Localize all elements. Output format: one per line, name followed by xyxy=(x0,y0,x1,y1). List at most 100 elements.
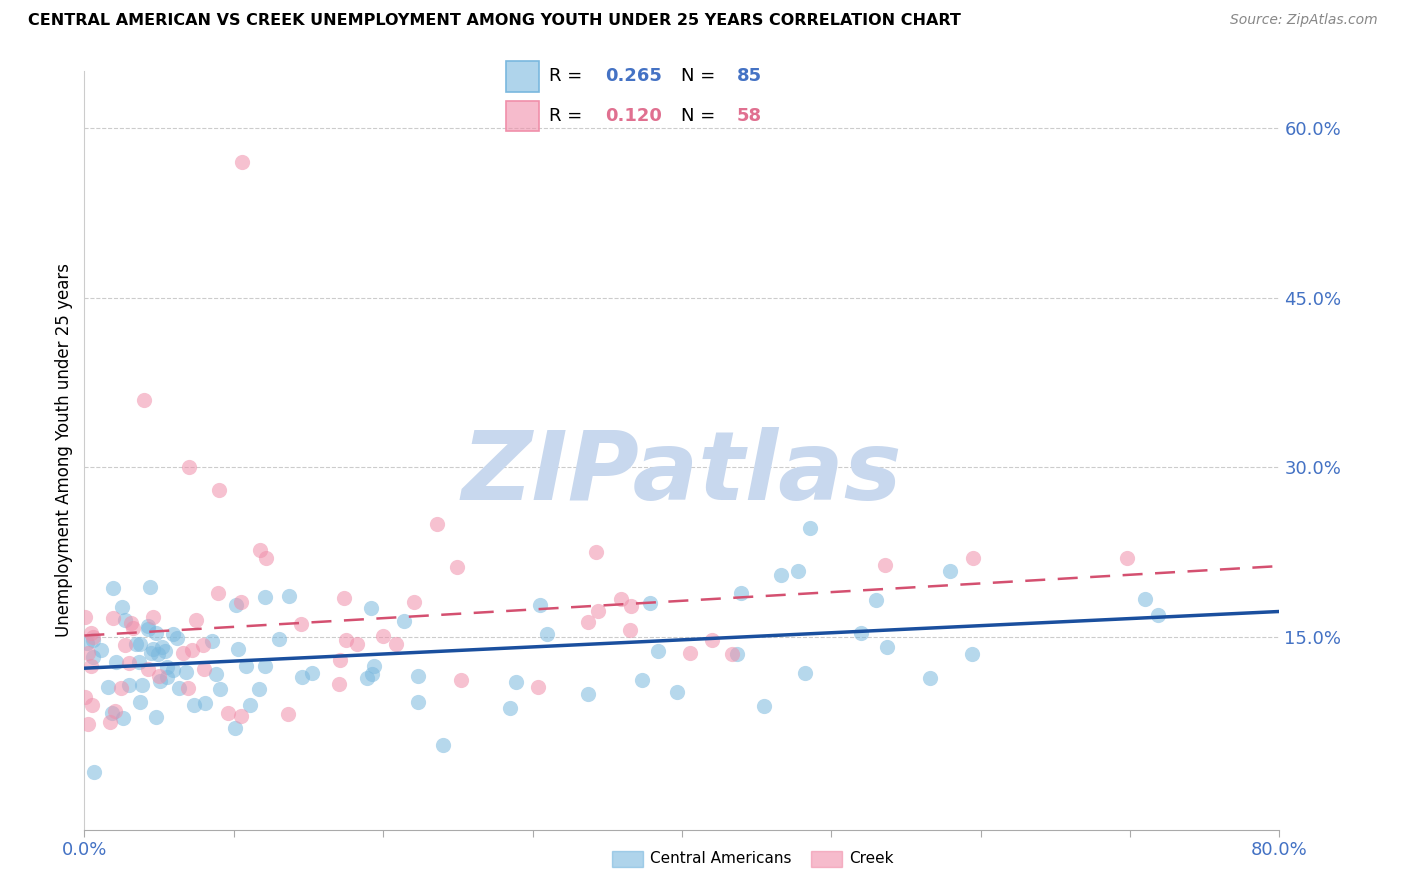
Point xyxy=(104,655,127,669)
Point xyxy=(450,673,472,688)
Point xyxy=(239,698,262,713)
Point xyxy=(79,626,101,640)
Point xyxy=(111,711,134,725)
Point xyxy=(180,643,202,657)
Text: N =: N = xyxy=(681,107,721,125)
Point xyxy=(142,610,165,624)
Point xyxy=(80,658,103,673)
Point xyxy=(145,625,167,640)
Point xyxy=(118,678,141,692)
Point xyxy=(128,695,150,709)
Point xyxy=(769,568,792,582)
Text: 0.265: 0.265 xyxy=(605,68,662,86)
Point xyxy=(499,700,522,714)
Point xyxy=(254,658,277,673)
Point xyxy=(150,640,173,655)
Point xyxy=(1146,608,1168,623)
Point xyxy=(97,680,120,694)
Point xyxy=(120,616,142,631)
Point xyxy=(205,666,228,681)
Point xyxy=(153,644,176,658)
Point xyxy=(75,609,97,624)
Point xyxy=(873,558,896,572)
Point xyxy=(328,676,350,690)
Point xyxy=(184,613,207,627)
Point xyxy=(162,663,184,677)
Point xyxy=(90,642,112,657)
Point xyxy=(110,681,132,695)
Point xyxy=(224,721,246,735)
Point xyxy=(125,637,148,651)
Point xyxy=(1116,551,1139,566)
Point xyxy=(432,739,454,753)
Text: 58: 58 xyxy=(737,107,762,125)
Point xyxy=(166,631,188,645)
FancyBboxPatch shape xyxy=(506,101,538,131)
Point xyxy=(136,662,159,676)
Point xyxy=(505,675,527,690)
Point xyxy=(290,616,312,631)
Point xyxy=(172,646,194,660)
Point xyxy=(138,619,160,633)
Point xyxy=(104,705,127,719)
Point xyxy=(235,658,257,673)
Point xyxy=(193,638,215,652)
Point xyxy=(183,698,205,712)
Point xyxy=(139,580,162,594)
Point xyxy=(426,517,449,532)
Point xyxy=(114,639,136,653)
Point xyxy=(527,680,550,694)
Point xyxy=(394,614,416,628)
Point xyxy=(360,666,382,681)
Point xyxy=(82,650,104,665)
Point xyxy=(356,671,378,685)
Point xyxy=(851,626,873,640)
Point xyxy=(114,613,136,627)
Point xyxy=(131,678,153,692)
Point xyxy=(82,630,104,644)
Point xyxy=(194,696,217,710)
Point xyxy=(962,550,984,565)
Point xyxy=(752,698,775,713)
Point xyxy=(145,710,167,724)
FancyBboxPatch shape xyxy=(506,62,538,92)
Y-axis label: Unemployment Among Youth under 25 years: Unemployment Among Youth under 25 years xyxy=(55,263,73,638)
Point xyxy=(177,681,200,695)
Point xyxy=(207,586,229,600)
Point xyxy=(217,706,239,720)
Point xyxy=(169,681,191,695)
Text: R =: R = xyxy=(548,107,588,125)
Point xyxy=(118,656,141,670)
Point xyxy=(529,598,551,612)
Point xyxy=(75,690,97,704)
Text: Creek: Creek xyxy=(849,852,894,866)
Point xyxy=(129,637,152,651)
Point xyxy=(585,545,607,559)
Point xyxy=(208,483,231,497)
Point xyxy=(83,764,105,779)
Point xyxy=(277,707,299,722)
Point xyxy=(156,659,179,673)
Point xyxy=(162,627,184,641)
Point xyxy=(122,621,145,635)
Point xyxy=(98,714,121,729)
Point xyxy=(225,599,247,613)
Text: CENTRAL AMERICAN VS CREEK UNEMPLOYMENT AMONG YOUTH UNDER 25 YEARS CORRELATION CH: CENTRAL AMERICAN VS CREEK UNEMPLOYMENT A… xyxy=(28,13,960,29)
Point xyxy=(247,681,270,696)
Point xyxy=(148,669,170,683)
Point xyxy=(139,646,162,660)
Point xyxy=(721,647,744,661)
Point xyxy=(101,611,124,625)
Point xyxy=(142,641,165,656)
Point xyxy=(111,600,134,615)
Point xyxy=(730,586,752,600)
Point xyxy=(76,636,98,650)
Point xyxy=(332,591,354,605)
Point xyxy=(536,627,558,641)
Point xyxy=(201,633,224,648)
Text: R =: R = xyxy=(548,68,588,86)
Point xyxy=(335,632,357,647)
Point xyxy=(586,604,609,618)
Point xyxy=(793,665,815,680)
Point xyxy=(446,560,468,574)
